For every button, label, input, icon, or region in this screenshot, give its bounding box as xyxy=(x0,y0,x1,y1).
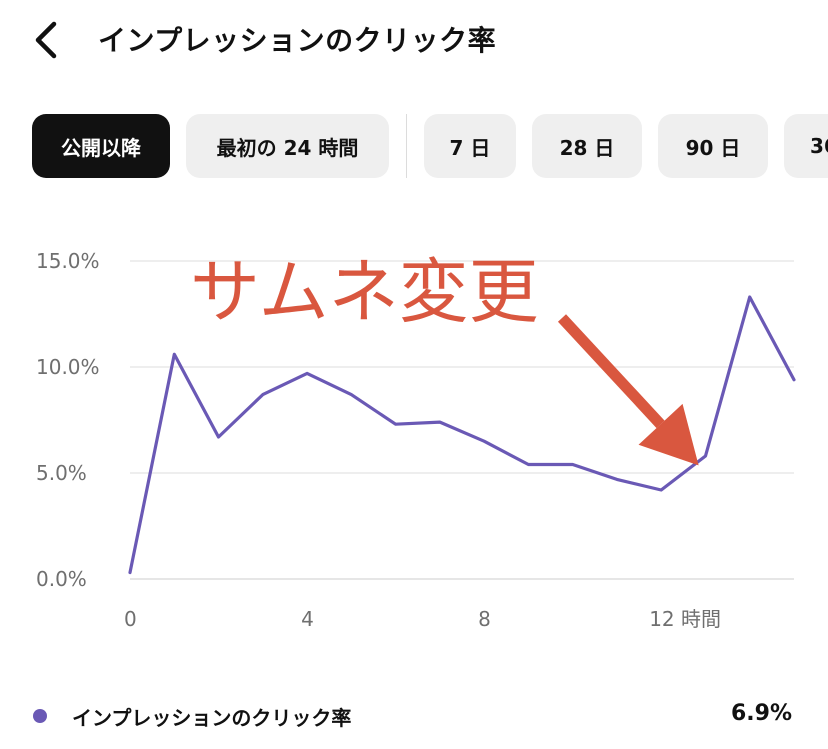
y-tick-label: 15.0% xyxy=(36,249,100,273)
page-title: インプレッションのクリック率 xyxy=(98,24,497,57)
annotation-text: サムネ変更 xyxy=(190,251,539,333)
x-tick-label: 12 時間 xyxy=(649,607,721,631)
chip-7-days[interactable]: 7 日 xyxy=(424,114,516,178)
x-tick-label: 0 xyxy=(124,607,137,631)
chip-first-24-hours[interactable]: 最初の 24 時間 xyxy=(186,114,389,178)
period-filter-bar: 公開以降 最初の 24 時間 7 日 28 日 90 日 36 xyxy=(0,114,828,178)
filter-divider xyxy=(406,114,407,178)
legend-dot xyxy=(33,709,47,723)
legend-label: インプレッションのクリック率 xyxy=(72,706,352,730)
y-tick-label: 10.0% xyxy=(36,355,100,379)
y-tick-label: 0.0% xyxy=(36,567,87,591)
series-line xyxy=(128,295,796,575)
chip-since-published[interactable]: 公開以降 xyxy=(32,114,170,178)
line-chart: 0.0% 5.0% 10.0% 15.0% 0 4 8 12 時間 サムネ変更 xyxy=(36,249,796,631)
legend: インプレッションのクリック率 6.9% xyxy=(0,690,828,740)
header: インプレッションのクリック率 xyxy=(0,0,828,80)
chevron-left-icon xyxy=(35,21,57,59)
y-tick-label: 5.0% xyxy=(36,461,87,485)
annotation-arrow-head xyxy=(638,403,699,466)
x-tick-label: 8 xyxy=(478,607,491,631)
annotation-arrow-shaft xyxy=(557,314,665,429)
chip-365-days[interactable]: 36 xyxy=(784,114,828,178)
x-tick-label: 4 xyxy=(301,607,314,631)
chip-28-days[interactable]: 28 日 xyxy=(532,114,642,178)
back-button[interactable] xyxy=(30,20,66,60)
legend-value: 6.9% xyxy=(730,701,792,726)
chip-90-days[interactable]: 90 日 xyxy=(658,114,768,178)
